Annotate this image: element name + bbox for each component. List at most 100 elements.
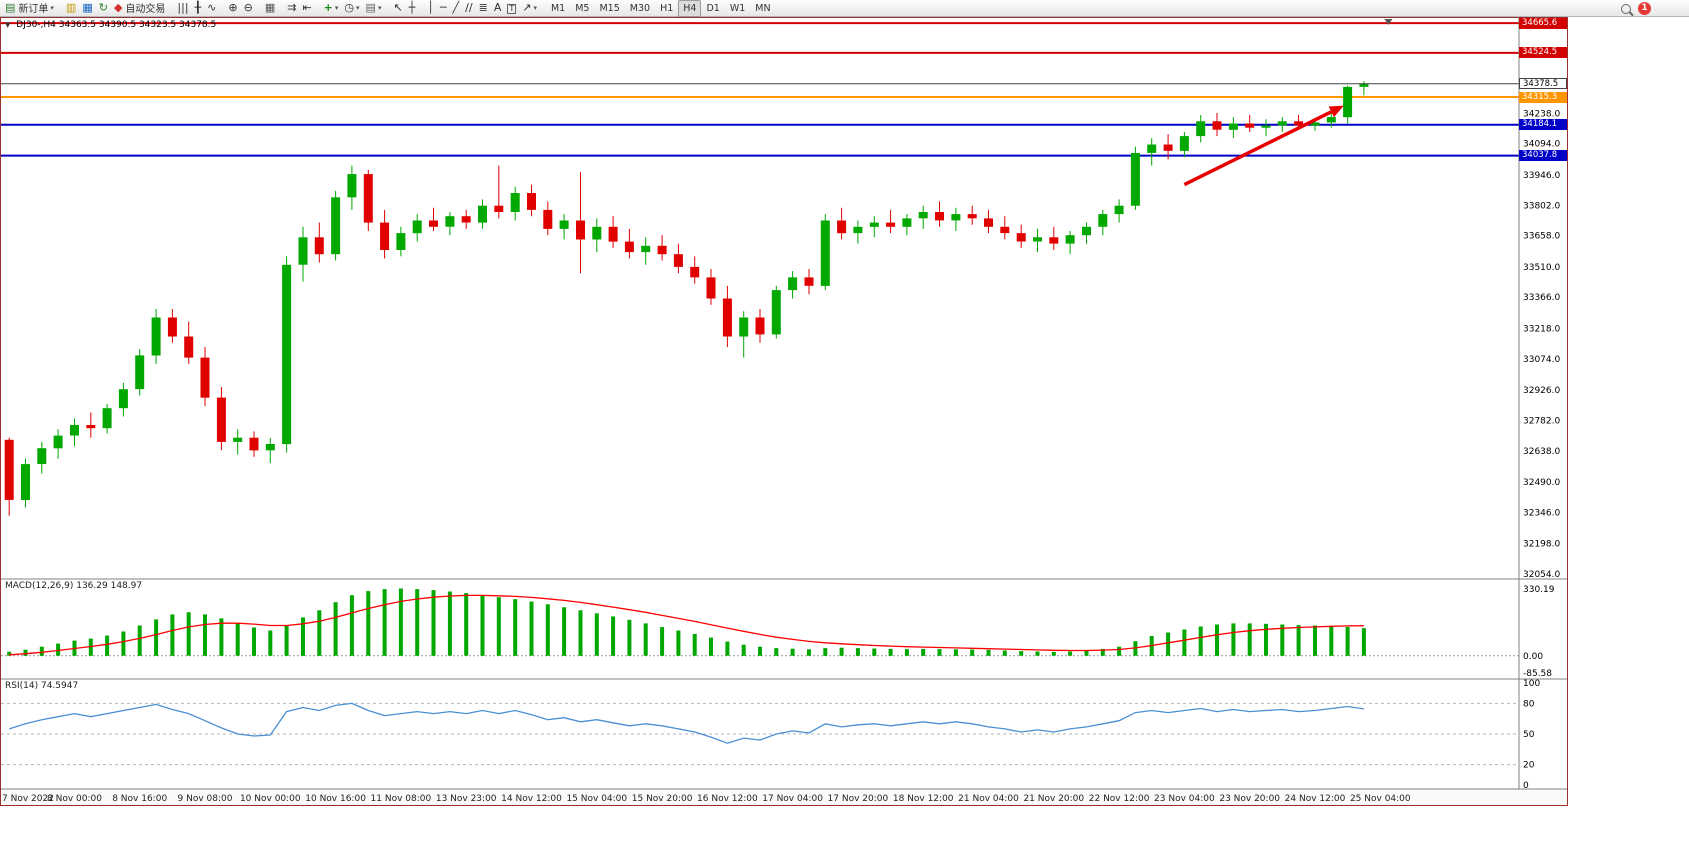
data-window-icon: ▦: [82, 0, 93, 14]
svg-text:100: 100: [1523, 679, 1540, 689]
refresh-icon[interactable]: ↻: [97, 0, 110, 15]
market-watch-icon[interactable]: ▥: [64, 0, 78, 15]
templates-icon[interactable]: ▤ ▾: [364, 0, 384, 15]
svg-text:16 Nov 12:00: 16 Nov 12:00: [697, 794, 758, 804]
indicators-icon[interactable]: + ▾: [322, 0, 341, 15]
notification-badge[interactable]: 1: [1638, 2, 1651, 15]
svg-text:15 Nov 20:00: 15 Nov 20:00: [632, 794, 693, 804]
candlestick-chart-icon: ╂: [194, 0, 202, 14]
svg-text:32054.0: 32054.0: [1523, 570, 1560, 580]
svg-text:-85.58: -85.58: [1523, 669, 1552, 679]
channel-icon: ∕∕: [465, 0, 473, 14]
vertical-line-icon[interactable]: │: [425, 0, 436, 15]
zoom-out-icon[interactable]: ⊖: [242, 0, 255, 15]
fibonacci-icon[interactable]: ≣: [477, 0, 490, 15]
arrows-icon[interactable]: ↗ ▾: [520, 0, 539, 15]
channel-icon[interactable]: ∕∕: [463, 0, 474, 15]
cursor-icon[interactable]: ↖: [391, 0, 404, 15]
dropdown-arrow-icon[interactable]: ▾: [50, 3, 54, 12]
zoom-in-icon: ⊕: [228, 0, 238, 14]
cursor-icon: ↖: [393, 0, 403, 14]
timeframe-m15-button[interactable]: M15: [599, 2, 620, 14]
trendline-icon[interactable]: ╱: [451, 0, 462, 15]
data-window-icon[interactable]: ▦: [80, 0, 94, 15]
svg-text:21 Nov 04:00: 21 Nov 04:00: [958, 794, 1019, 804]
timeframe-m5-button[interactable]: M5: [575, 2, 590, 14]
one-click-collapse-icon[interactable]: ▼: [5, 21, 11, 29]
periods-icon: ◷: [344, 0, 355, 14]
auto-scroll-icon[interactable]: ⇉: [285, 0, 298, 15]
autotrading-icon: ◆: [113, 0, 123, 14]
timeframe-h1-button[interactable]: H1: [660, 2, 674, 14]
timeframe-w1-button[interactable]: W1: [729, 2, 746, 14]
tile-windows-icon[interactable]: ▦: [263, 0, 277, 15]
svg-text:10 Nov 00:00: 10 Nov 00:00: [240, 794, 301, 804]
autotrading-button[interactable]: ◆ 自动交易: [112, 0, 167, 15]
svg-text:50: 50: [1523, 730, 1535, 740]
timeframe-m1-button[interactable]: M1: [550, 2, 566, 14]
trendline-icon: ╱: [452, 0, 460, 14]
fibonacci-icon: ≣: [478, 0, 488, 14]
svg-text:32346.0: 32346.0: [1523, 508, 1560, 518]
timeframe-m30-button[interactable]: M30: [629, 2, 651, 14]
hline-price-tag[interactable]: 34665.6: [1519, 18, 1567, 29]
zoom-in-icon[interactable]: ⊕: [226, 0, 239, 15]
svg-text:33366.0: 33366.0: [1523, 293, 1560, 303]
candlestick-chart-icon[interactable]: ╂: [193, 0, 204, 15]
svg-text:23 Nov 20:00: 23 Nov 20:00: [1219, 794, 1280, 804]
svg-text:9 Nov 08:00: 9 Nov 08:00: [178, 794, 233, 804]
dropdown-arrow-icon[interactable]: ▾: [377, 3, 382, 12]
svg-text:14 Nov 12:00: 14 Nov 12:00: [501, 794, 562, 804]
arrows-icon: ↗: [522, 0, 532, 14]
horizontal-line-icon[interactable]: ─: [438, 0, 449, 15]
templates-icon: ▤: [365, 0, 376, 14]
search-icon[interactable]: [1621, 3, 1631, 14]
new-order-icon: ▤: [5, 0, 16, 14]
svg-text:24 Nov 12:00: 24 Nov 12:00: [1285, 794, 1346, 804]
hline-price-tag[interactable]: 34037.8: [1519, 150, 1567, 162]
annotation-arrow[interactable]: [1183, 105, 1344, 187]
chart-window[interactable]: 34238.0 34094.0 33946.0 33802.0 33658.0 33510…: [0, 17, 1568, 806]
svg-text:32782.0: 32782.0: [1523, 416, 1560, 426]
toolbar: ▤ 新订单 ▾ ▥ ▦ ↻ ◆ 自动交易 ||| ╂ ∿ ⊕ ⊖ ▦ ⇉ ⇤ + ▾ ◷ ▾ ▤ ▾ ↖ ┼ │ ─ ╱ ∕∕ ≣ A T ↗…: [0, 0, 1689, 17]
svg-text:13 Nov 23:00: 13 Nov 23:00: [436, 794, 497, 804]
dropdown-arrow-icon[interactable]: ▾: [334, 3, 339, 12]
chart-shift-icon[interactable]: ⇤: [300, 0, 313, 15]
svg-text:32926.0: 32926.0: [1523, 386, 1560, 396]
macd-indicator-label: MACD(12,26,9) 136.29 148.97: [5, 581, 143, 591]
svg-text:20: 20: [1523, 761, 1535, 771]
timeframe-mn-button[interactable]: MN: [755, 2, 771, 14]
svg-text:7 Nov 2022: 7 Nov 2022: [2, 794, 54, 804]
hline-price-tag[interactable]: 34524.5: [1519, 47, 1567, 59]
svg-text:22 Nov 12:00: 22 Nov 12:00: [1089, 794, 1150, 804]
svg-text:33218.0: 33218.0: [1523, 324, 1560, 334]
new-order-button-label: 新订单: [18, 4, 49, 15]
dropdown-arrow-icon[interactable]: ▾: [356, 3, 360, 12]
svg-text:10 Nov 16:00: 10 Nov 16:00: [305, 794, 366, 804]
crosshair-icon[interactable]: ┼: [407, 0, 418, 15]
hline-price-tag[interactable]: 34315.3: [1519, 91, 1567, 103]
svg-text:33946.0: 33946.0: [1523, 171, 1560, 181]
periods-icon[interactable]: ◷ ▾: [342, 0, 361, 15]
chart-shift-marker-icon[interactable]: [1384, 19, 1393, 25]
svg-text:8 Nov 16:00: 8 Nov 16:00: [112, 794, 167, 804]
macd-pane[interactable]: 330.19 0.00 -85.58: [1, 585, 1555, 679]
symbol-period-label: DJ30-,H4: [16, 20, 56, 30]
timeframe-d1-button[interactable]: D1: [706, 2, 720, 14]
line-chart-icon[interactable]: ∿: [205, 0, 218, 15]
chart-canvas[interactable]: 34238.0 34094.0 33946.0 33802.0 33658.0 33510…: [1, 18, 1567, 805]
toolbar-buttons: ▤ 新订单 ▾ ▥ ▦ ↻ ◆ 自动交易 ||| ╂ ∿ ⊕ ⊖ ▦ ⇉ ⇤ + ▾ ◷ ▾ ▤ ▾ ↖ ┼ │ ─ ╱ ∕∕ ≣ A T ↗…: [2, 0, 546, 16]
new-order-button[interactable]: ▤ 新订单 ▾: [3, 0, 56, 15]
timeframe-h4-button[interactable]: H4: [678, 0, 702, 17]
text-label-icon[interactable]: T: [505, 1, 518, 16]
chart-background: [1, 18, 1567, 805]
svg-text:15 Nov 04:00: 15 Nov 04:00: [566, 794, 627, 804]
dropdown-arrow-icon[interactable]: ▾: [533, 3, 537, 12]
bar-chart-icon[interactable]: |||: [175, 0, 190, 15]
svg-text:0.00: 0.00: [1523, 652, 1543, 662]
rsi-pane[interactable]: 100 80 50 20 0: [1, 679, 1540, 791]
hline-price-tag[interactable]: 34184.1: [1519, 119, 1567, 131]
text-icon[interactable]: A: [492, 0, 504, 15]
svg-text:23 Nov 04:00: 23 Nov 04:00: [1154, 794, 1215, 804]
